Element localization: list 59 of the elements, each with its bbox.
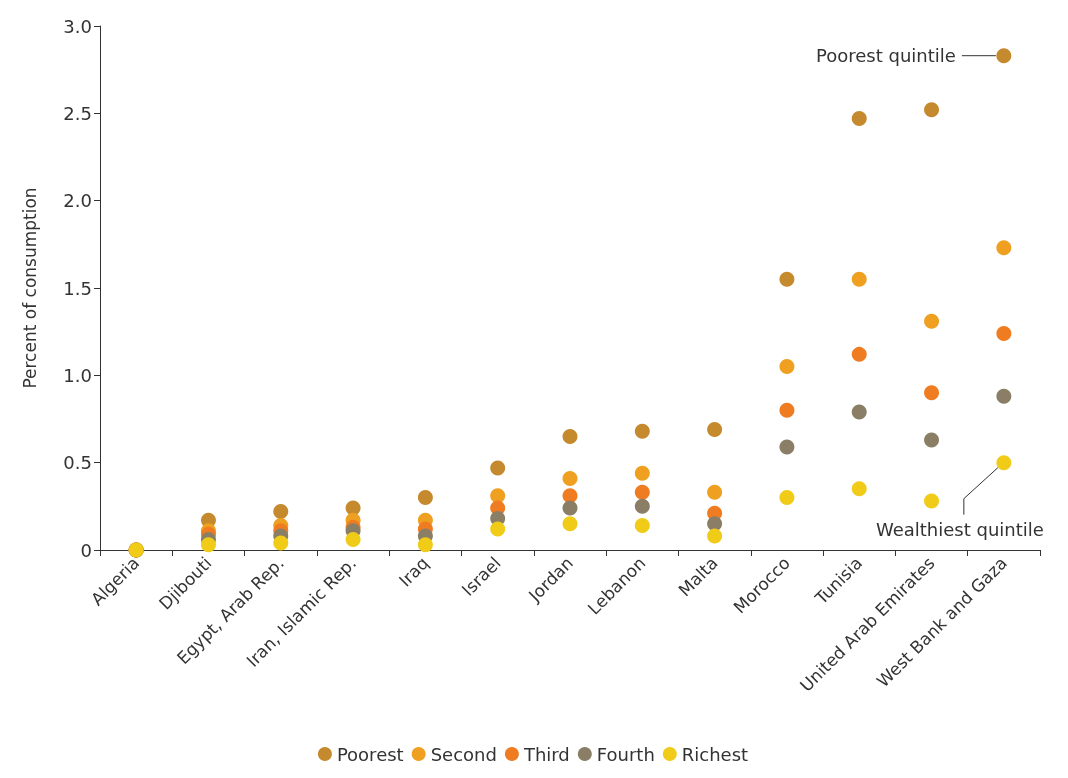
point (924, 385, 940, 401)
point (562, 516, 578, 532)
legend-label: Second (430, 743, 497, 765)
point (924, 432, 940, 448)
point (707, 484, 723, 500)
point (707, 528, 723, 544)
point (273, 535, 289, 551)
y-tick-label: 1.5 (63, 277, 92, 299)
point (707, 421, 723, 437)
y-tick-label: 0 (80, 539, 92, 561)
legend-label: Third (522, 743, 570, 765)
y-tick-label: 2.0 (63, 190, 92, 212)
point (634, 465, 650, 481)
point (417, 537, 433, 553)
legend-label: Fourth (596, 743, 655, 765)
point (490, 488, 506, 504)
point (851, 111, 867, 127)
point (634, 498, 650, 514)
point (851, 346, 867, 362)
y-tick-label: 2.5 (63, 102, 92, 124)
point (634, 423, 650, 439)
point (779, 439, 795, 455)
point (417, 490, 433, 506)
y-tick-label: 1.0 (63, 364, 92, 386)
point (924, 313, 940, 329)
legend-label: Richest (681, 743, 749, 765)
point (779, 490, 795, 506)
y-tick-label: 0.5 (63, 452, 92, 474)
point (851, 481, 867, 497)
x-tick-label: Iraq (394, 552, 433, 591)
point (707, 516, 723, 532)
point (996, 240, 1012, 256)
point (996, 455, 1012, 471)
point (562, 488, 578, 504)
point (273, 504, 289, 520)
point (562, 428, 578, 444)
point (345, 532, 361, 548)
point (779, 359, 795, 375)
point (996, 325, 1012, 341)
legend-label: Poorest (336, 743, 404, 765)
point (634, 484, 650, 500)
y-axis-title: Percent of consumption (19, 187, 40, 389)
point (851, 404, 867, 420)
point (996, 388, 1012, 404)
point (924, 102, 940, 118)
point (851, 271, 867, 287)
point (779, 402, 795, 418)
point (562, 470, 578, 486)
point (634, 518, 650, 534)
point (490, 521, 506, 537)
point (562, 500, 578, 516)
point (996, 48, 1012, 64)
annotation: Poorest quintile (815, 45, 956, 67)
annotation: Wealthiest quintile (875, 519, 1044, 541)
point (924, 493, 940, 509)
y-tick-label: 3.0 (63, 15, 92, 37)
point (200, 537, 216, 553)
point (490, 460, 506, 476)
point (779, 271, 795, 287)
